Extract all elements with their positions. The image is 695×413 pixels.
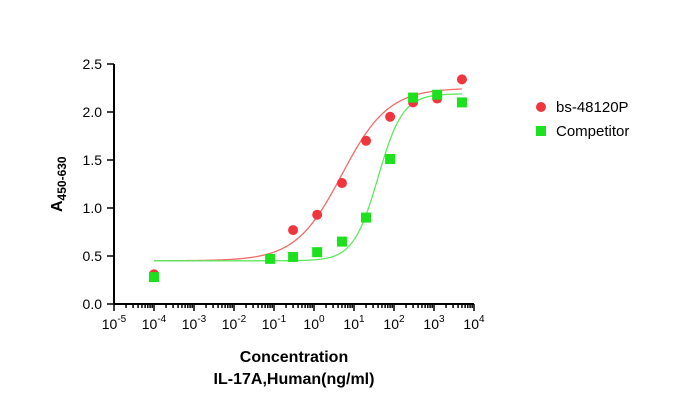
- x-tick-base: 10: [142, 316, 158, 332]
- legend: bs-48120P Competitor: [536, 99, 629, 140]
- x-tick-base: 10: [102, 316, 118, 332]
- data-point-square: [385, 154, 396, 165]
- x-tick-exponent: -3: [197, 314, 206, 325]
- data-point-square: [361, 212, 372, 223]
- x-tick-label: 10-2: [222, 314, 247, 332]
- x-tick-base: 10: [343, 316, 359, 332]
- x-tick-exponent: 4: [479, 314, 485, 325]
- legend-marker-circle: [536, 102, 546, 112]
- data-point-circle: [312, 209, 323, 220]
- data-point-square: [456, 97, 467, 108]
- y-axis-ticks: 0.0 0.5 1.0 1.5 2.0 2.5: [83, 56, 114, 312]
- data-point-square: [312, 247, 323, 258]
- x-tick-base: 10: [423, 316, 439, 332]
- data-point-square: [288, 251, 299, 262]
- x-axis-ticks: 10-5 10-4 10-3 10-2 10-1 100 101 102 103 104: [102, 304, 485, 332]
- x-tick-base: 10: [463, 316, 479, 332]
- x-axis-title-line1: Concentration: [240, 349, 348, 366]
- y-tick-label: 0.5: [83, 248, 103, 264]
- data-point-square: [432, 89, 443, 100]
- data-point-circle: [385, 111, 396, 122]
- x-tick-label: 10-5: [102, 314, 127, 332]
- x-tick-exponent: 0: [319, 314, 325, 325]
- data-point-square: [336, 236, 347, 247]
- x-tick-base: 10: [303, 316, 319, 332]
- data-point-square: [265, 253, 276, 264]
- x-tick-exponent: -4: [157, 314, 166, 325]
- fit-curve-Competitor: [154, 93, 462, 262]
- data-point-circle: [336, 178, 347, 189]
- legend-marker-square: [536, 126, 546, 136]
- data-point-square: [149, 272, 159, 283]
- x-tick-exponent: -5: [117, 314, 126, 325]
- x-tick-label: 102: [383, 314, 405, 332]
- x-tick-label: 10-4: [142, 314, 167, 332]
- x-tick-label: 10-3: [182, 314, 207, 332]
- x-tick-exponent: -2: [237, 314, 246, 325]
- y-axis-title-main: A: [49, 200, 66, 212]
- x-tick-label: 100: [303, 314, 325, 332]
- y-axis-title: A450-630: [49, 156, 69, 212]
- x-tick-base: 10: [182, 316, 198, 332]
- legend-label: bs-48120P: [556, 99, 629, 116]
- x-tick-base: 10: [222, 316, 238, 332]
- y-tick-label: 0.0: [83, 296, 103, 312]
- x-tick-label: 103: [423, 314, 445, 332]
- data-point-circle: [456, 74, 467, 85]
- x-tick-exponent: -1: [277, 314, 286, 325]
- x-tick-base: 10: [383, 316, 399, 332]
- y-tick-label: 1.5: [83, 152, 103, 168]
- data-points: [149, 74, 467, 283]
- x-tick-base: 10: [262, 316, 278, 332]
- data-point-circle: [288, 225, 299, 236]
- y-tick-label: 1.0: [83, 200, 103, 216]
- data-point-circle: [361, 135, 372, 146]
- x-tick-exponent: 3: [439, 314, 445, 325]
- fit-curve-bs-48120P: [153, 88, 462, 262]
- x-tick-label: 101: [343, 314, 365, 332]
- y-axis-title-subscript: 450-630: [55, 156, 69, 200]
- data-point-square: [408, 92, 419, 103]
- x-tick-label: 10-1: [262, 314, 287, 332]
- x-tick-exponent: 2: [399, 314, 405, 325]
- x-tick-exponent: 1: [359, 314, 365, 325]
- fit-curves: [153, 88, 462, 262]
- x-axis-title-line2: IL-17A,Human(ng/ml): [214, 371, 375, 388]
- y-tick-label: 2.0: [83, 104, 103, 120]
- y-tick-label: 2.5: [83, 56, 103, 72]
- legend-label: Competitor: [556, 123, 629, 140]
- x-tick-label: 104: [463, 314, 485, 332]
